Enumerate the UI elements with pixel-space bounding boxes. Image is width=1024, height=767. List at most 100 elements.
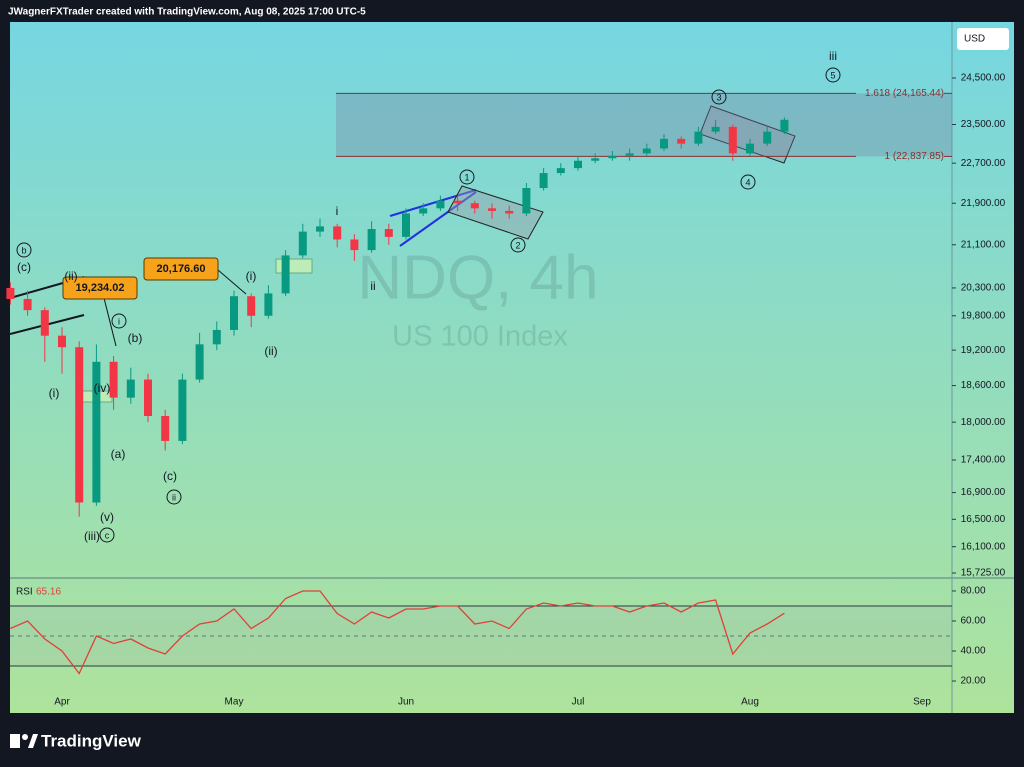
candle-body	[367, 229, 376, 251]
candle-body	[92, 361, 101, 503]
candle-body	[144, 379, 152, 416]
wave-label: (ii)	[64, 269, 77, 283]
wave-label: 2	[515, 240, 520, 250]
y-tick-label: 20,300.00	[961, 283, 1006, 294]
wave-label: 5	[830, 70, 835, 80]
y-tick-label: 16,900.00	[961, 487, 1006, 498]
candle-body	[281, 255, 290, 294]
wave-label: (b)	[128, 331, 143, 345]
y-tick-label: 18,600.00	[961, 380, 1006, 391]
wave-circle	[99, 527, 115, 543]
price-callout	[143, 257, 219, 281]
price-callout-text: 20,176.60	[157, 263, 206, 275]
watermark-description: US 100 Index	[392, 321, 568, 353]
y-tick-label: 23,500.00	[961, 119, 1006, 130]
fib-label: 1.618 (24,165.44)	[865, 88, 944, 99]
x-tick-label: Jun	[398, 697, 414, 708]
candle-body	[6, 287, 15, 299]
y-tick-label: 19,800.00	[961, 310, 1006, 321]
y-tick-label: 24,500.00	[961, 73, 1006, 84]
wave-label: 1	[464, 172, 469, 182]
candle-body	[505, 210, 514, 214]
candle-body	[522, 188, 531, 214]
candle-body	[58, 335, 66, 348]
y-tick-label: 16,100.00	[961, 541, 1006, 552]
candle-body	[298, 231, 307, 256]
rsi-y-tick-label: 60.00	[960, 616, 985, 627]
candle-body	[402, 213, 410, 237]
candle-body	[488, 208, 496, 211]
candle-body	[384, 229, 393, 237]
rsi-line	[10, 590, 785, 675]
wave-circle	[740, 174, 756, 190]
price-callout	[62, 276, 138, 300]
candle-body	[40, 310, 49, 336]
candle-body	[780, 119, 789, 132]
wave-circle	[111, 313, 127, 329]
footer-logo[interactable]: TradingView	[10, 731, 142, 750]
candle-body	[316, 226, 324, 232]
candle-body	[556, 168, 565, 174]
logo-mark	[10, 734, 20, 748]
y-tick-label: 18,000.00	[961, 417, 1006, 428]
wave-label: (v)	[100, 510, 114, 524]
candle-body	[212, 329, 221, 345]
wave-label: (iii)	[84, 529, 100, 543]
candle-body	[746, 143, 754, 154]
wave-label: (c)	[163, 469, 177, 483]
candle-body	[711, 126, 720, 132]
candle-body	[436, 200, 445, 209]
candle-body	[608, 155, 617, 159]
x-tick-label: Aug	[741, 697, 759, 708]
fib-zone	[336, 93, 952, 157]
y-tick-label: 17,400.00	[961, 455, 1006, 466]
candle-body	[574, 160, 582, 169]
callout-leader	[217, 269, 247, 295]
candle-body	[470, 203, 479, 209]
candle-body	[264, 293, 273, 316]
candle-body	[333, 226, 342, 240]
wave-circle	[825, 67, 841, 83]
zone	[275, 258, 313, 274]
candle-body	[728, 126, 737, 154]
wave-label: (i)	[49, 386, 60, 400]
candle-body	[694, 131, 703, 144]
rsi-y-tick-label: 80.00	[960, 586, 985, 597]
x-tick-label: May	[225, 697, 244, 708]
wedge-line	[399, 191, 477, 247]
candle-body	[453, 200, 462, 204]
wave-label: 4	[745, 177, 750, 187]
wave-label: (i)	[246, 269, 257, 283]
wave-circle	[459, 169, 475, 185]
x-tick-label: Apr	[54, 697, 70, 708]
wave-label: ii	[172, 492, 176, 502]
rsi-name: RSI	[16, 587, 33, 598]
wave-label: i	[336, 204, 339, 218]
wave-label: 3	[716, 92, 721, 102]
correction-box	[699, 105, 796, 164]
candle-body	[660, 138, 668, 149]
wave-label: i	[118, 316, 120, 326]
candle-body	[230, 296, 238, 330]
plot-background	[10, 22, 1014, 713]
candle-body	[591, 158, 600, 161]
logo-mark	[22, 734, 28, 740]
watermark-symbol: NDQ, 4h	[357, 243, 598, 312]
logo-mark	[28, 734, 38, 748]
candle-body	[419, 208, 428, 214]
wave-label: c	[105, 530, 110, 540]
y-tick-label: 21,100.00	[961, 239, 1006, 250]
y-tick-label: 19,200.00	[961, 345, 1006, 356]
y-tick-label: 15,725.00	[961, 568, 1006, 579]
candle-body	[539, 173, 548, 189]
candle-body	[642, 148, 651, 154]
currency-badge[interactable]	[957, 28, 1009, 50]
x-tick-label: Jul	[572, 697, 585, 708]
candle-body	[247, 296, 256, 316]
fib-label: 1 (22,837.85)	[885, 151, 945, 162]
wave-label: iii	[829, 49, 837, 63]
wedge-line	[389, 189, 477, 217]
candle-body	[23, 298, 32, 311]
wave-circle	[510, 237, 526, 253]
